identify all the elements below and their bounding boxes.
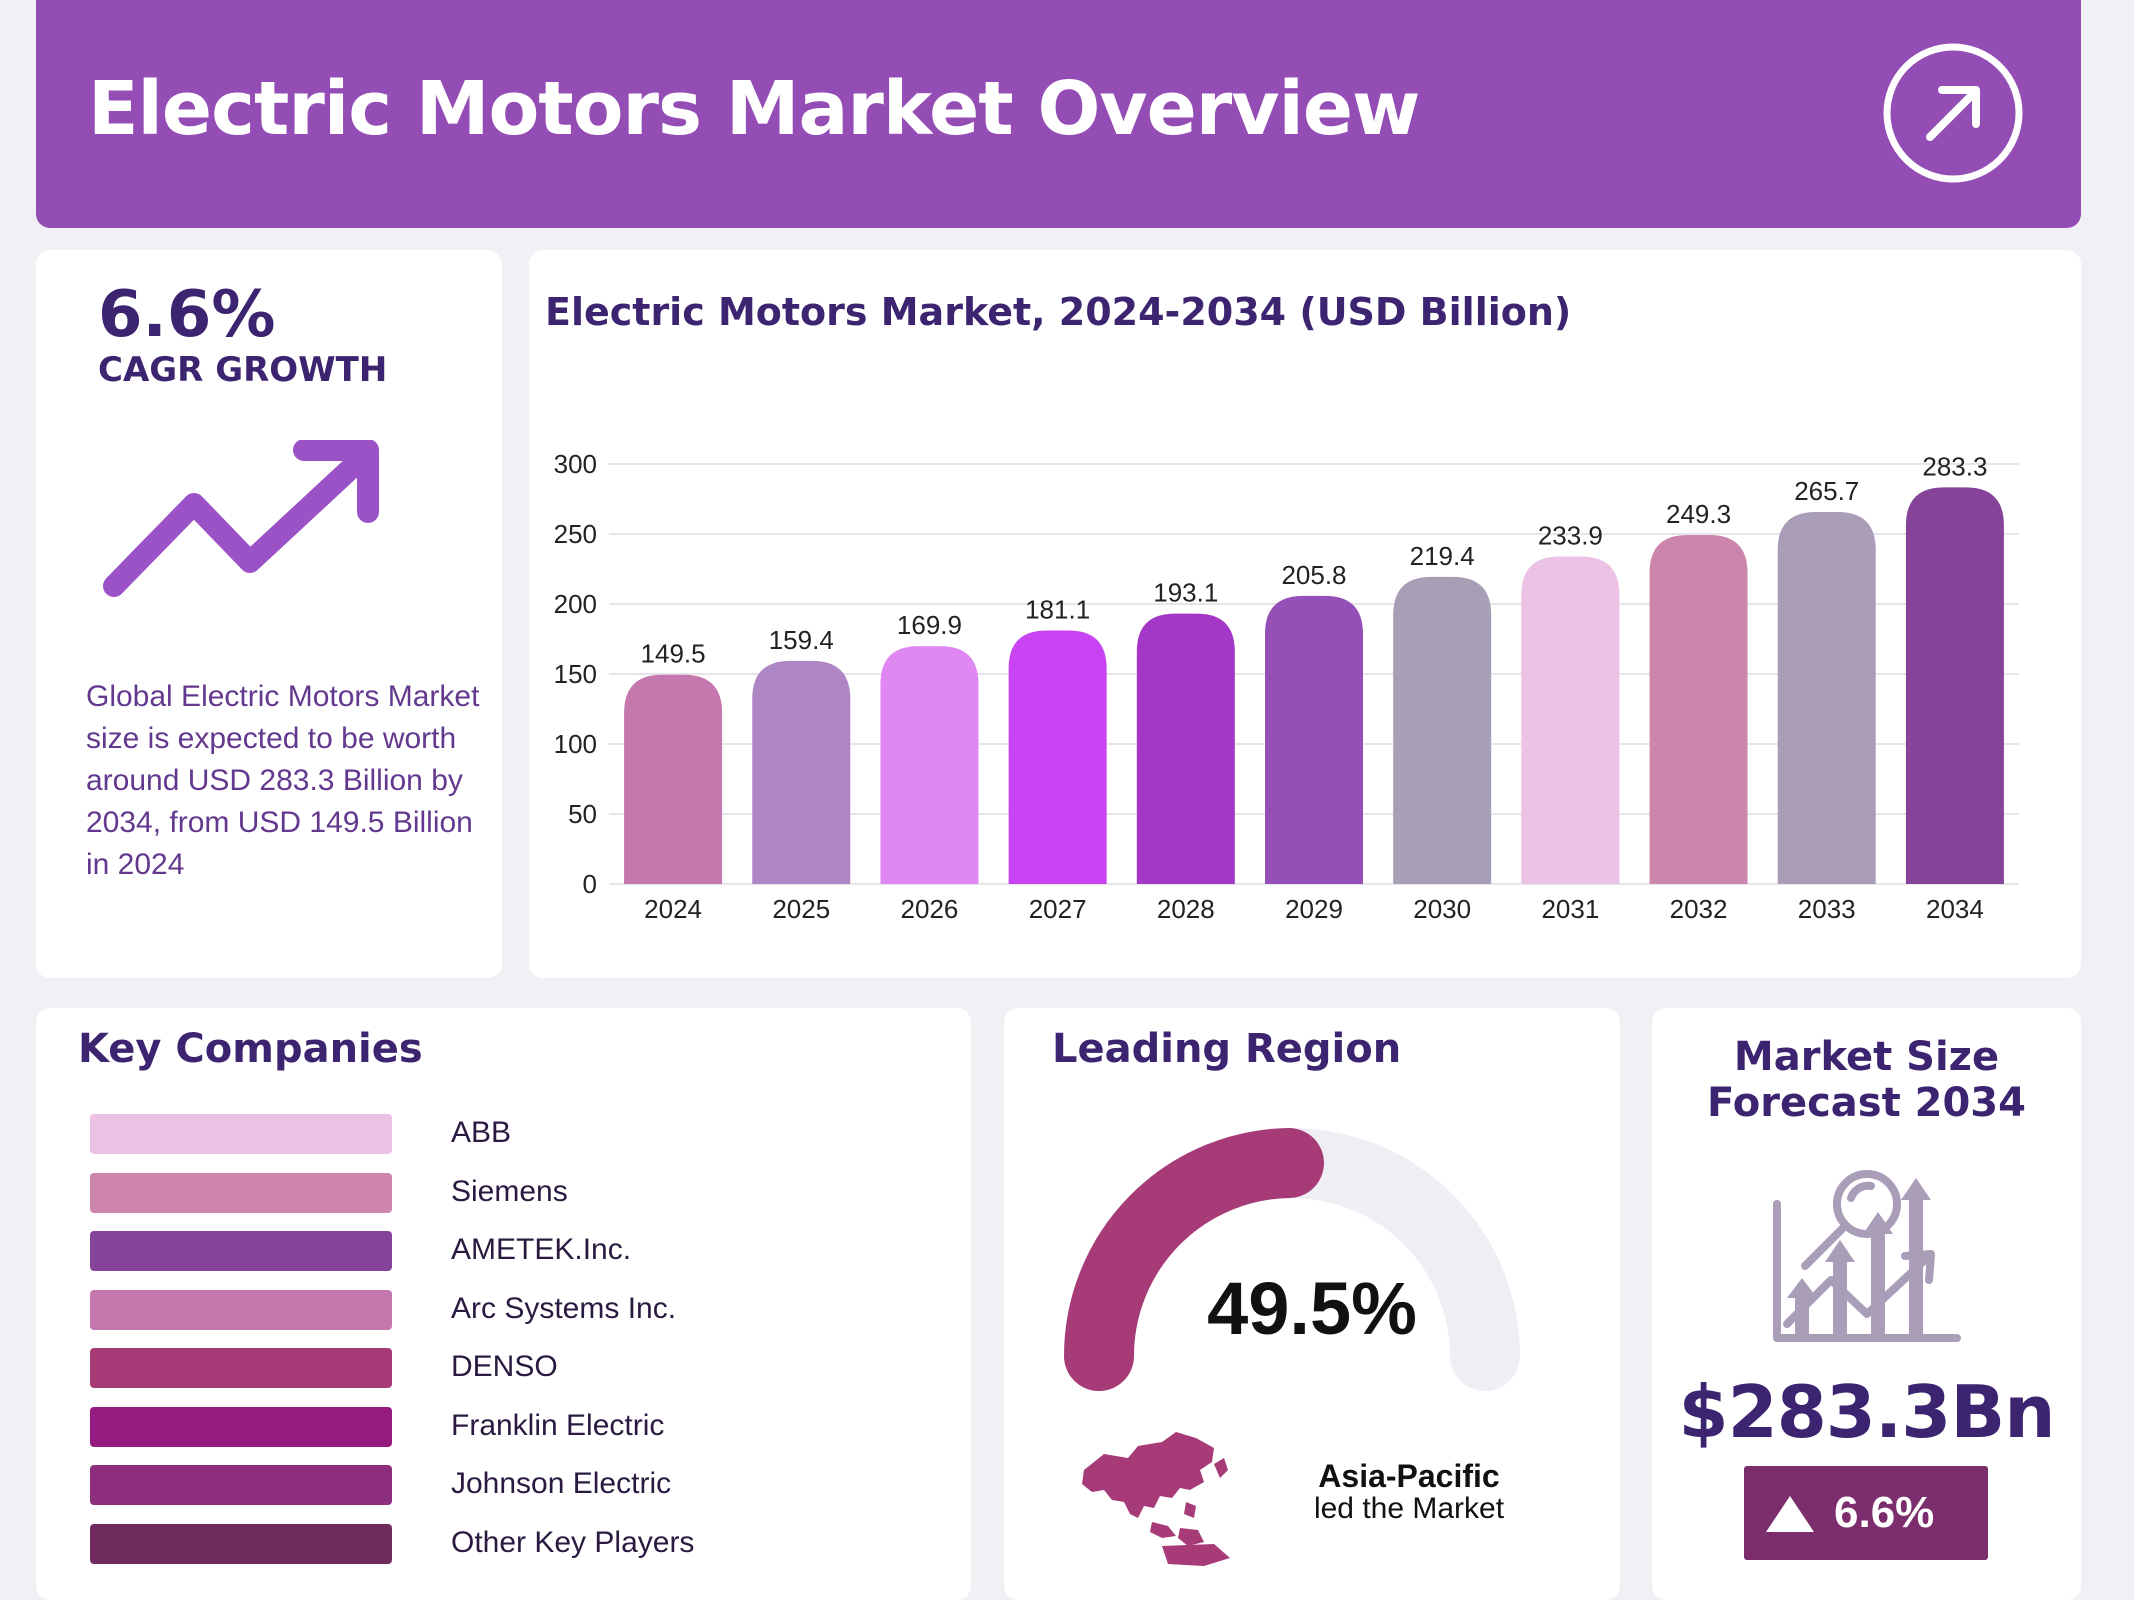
chart-bar [1136, 613, 1235, 884]
chart-bar [1777, 512, 1876, 884]
y-tick-label: 150 [554, 659, 597, 689]
x-tick-label: 2034 [1926, 894, 1984, 924]
x-tick-label: 2025 [772, 894, 830, 924]
companies-title: Key Companies [78, 1026, 423, 1072]
x-tick-label: 2027 [1029, 894, 1087, 924]
cagr-description: Global Electric Motors Market size is ex… [86, 680, 480, 881]
bar-value-label: 249.3 [1666, 499, 1731, 529]
chart-bar [1649, 534, 1748, 884]
gauge-fill [1064, 1128, 1324, 1391]
y-tick-label: 250 [554, 519, 597, 549]
company-name: ABB [451, 1116, 512, 1149]
region-name: Asia-Pacific [1318, 1458, 1500, 1494]
bar-value-label: 205.8 [1281, 560, 1346, 590]
bar-value-label: 159.4 [769, 625, 834, 655]
x-tick-label: 2030 [1413, 894, 1471, 924]
x-tick-label: 2033 [1798, 894, 1856, 924]
bar-value-label: 265.7 [1794, 476, 1859, 506]
chart-bar [1521, 556, 1620, 884]
growth-badge: 6.6% [1744, 1466, 1988, 1560]
market-chart-card: Electric Motors Market, 2024-2034 (USD B… [529, 250, 2081, 978]
x-tick-label: 2031 [1541, 894, 1599, 924]
x-tick-label: 2026 [901, 894, 959, 924]
company-color-bar [90, 1231, 392, 1271]
bar-value-label: 193.1 [1153, 578, 1218, 608]
company-name: DENSO [451, 1350, 558, 1383]
header-banner: Electric Motors Market Overview [36, 0, 2081, 228]
y-tick-label: 100 [554, 729, 597, 759]
bar-value-label: 181.1 [1025, 594, 1090, 624]
cagr-card: 6.6% CAGR GROWTH Global Electric Motors … [36, 250, 502, 978]
asia-pacific-map-icon [1082, 1432, 1230, 1566]
chart-bar [624, 674, 723, 884]
company-name: Siemens [451, 1174, 568, 1208]
chart-bar [1265, 595, 1363, 884]
forecast-title-line1: Market Size [1733, 1034, 2000, 1080]
company-color-bar [90, 1172, 392, 1213]
company-color-bar [90, 1348, 392, 1388]
region-title: Leading Region [1052, 1026, 1402, 1072]
bar-value-label: 283.3 [1922, 451, 1987, 481]
forecast-title: Market Size Forecast 2034 [1652, 1034, 2081, 1126]
cagr-label: CAGR GROWTH [98, 350, 388, 390]
key-companies-card: Key Companies ABB Siemens AMETEK.Inc. Arc S… [36, 1008, 971, 1600]
y-tick-label: 200 [554, 589, 597, 619]
x-tick-label: 2028 [1157, 894, 1215, 924]
company-name: Arc Systems Inc. [451, 1291, 677, 1325]
company-color-bar [90, 1406, 392, 1447]
company-color-bar [90, 1523, 392, 1564]
chart-bar [1008, 630, 1107, 884]
company-name: AMETEK.Inc. [451, 1233, 632, 1266]
company-color-bar [90, 1114, 392, 1154]
market-forecast-card: Market Size Forecast 2034 $283.3Bn 6.6% [1652, 1008, 2081, 1600]
bar-chart: 0 50 100 150 200 250 300 149.5 2024 159.4 2025 169.… [554, 449, 2019, 924]
forecast-title-line2: Forecast 2034 [1707, 1080, 2026, 1126]
region-share-gauge [1064, 1128, 1520, 1391]
forecast-value: $283.3Bn [1678, 1370, 2056, 1454]
triangle-up-icon [1766, 1496, 1814, 1532]
y-tick-label: 300 [554, 449, 597, 479]
chart-bar [752, 660, 851, 884]
bar-value-label: 149.5 [641, 639, 706, 669]
x-tick-label: 2032 [1670, 894, 1728, 924]
y-tick-label: 50 [568, 799, 597, 829]
company-color-bar [90, 1465, 392, 1505]
x-tick-label: 2029 [1285, 894, 1343, 924]
x-tick-label: 2024 [644, 894, 702, 924]
growth-badge-value: 6.6% [1834, 1488, 1935, 1537]
company-name: Johnson Electric [451, 1467, 672, 1500]
growth-analytics-icon [1773, 1170, 1961, 1342]
y-tick-label: 0 [583, 869, 597, 899]
arrow-up-right-circle-icon[interactable] [1882, 42, 2024, 184]
region-subtitle: led the Market [1313, 1492, 1505, 1525]
chart-bar [1905, 487, 2004, 884]
chart-bar [1393, 576, 1492, 884]
bar-value-label: 219.4 [1410, 541, 1475, 571]
chart-title: Electric Motors Market, 2024-2034 (USD B… [545, 290, 1572, 334]
company-name: Other Key Players [451, 1525, 695, 1559]
company-color-bar [90, 1289, 392, 1330]
trend-up-arrow-icon [103, 440, 379, 597]
chart-bar [880, 646, 979, 884]
bar-value-label: 233.9 [1538, 521, 1603, 551]
company-name: Franklin Electric [451, 1408, 665, 1442]
page-title: Electric Motors Market Overview [88, 66, 1420, 152]
bar-value-label: 169.9 [897, 610, 962, 640]
leading-region-card: Leading Region 49.5% Asia-Pacific led th… [1004, 1008, 1620, 1600]
cagr-value: 6.6% [98, 278, 276, 352]
region-share-value: 49.5% [1207, 1267, 1417, 1350]
